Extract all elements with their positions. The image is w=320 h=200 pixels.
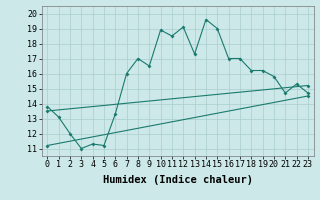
X-axis label: Humidex (Indice chaleur): Humidex (Indice chaleur): [103, 175, 252, 185]
